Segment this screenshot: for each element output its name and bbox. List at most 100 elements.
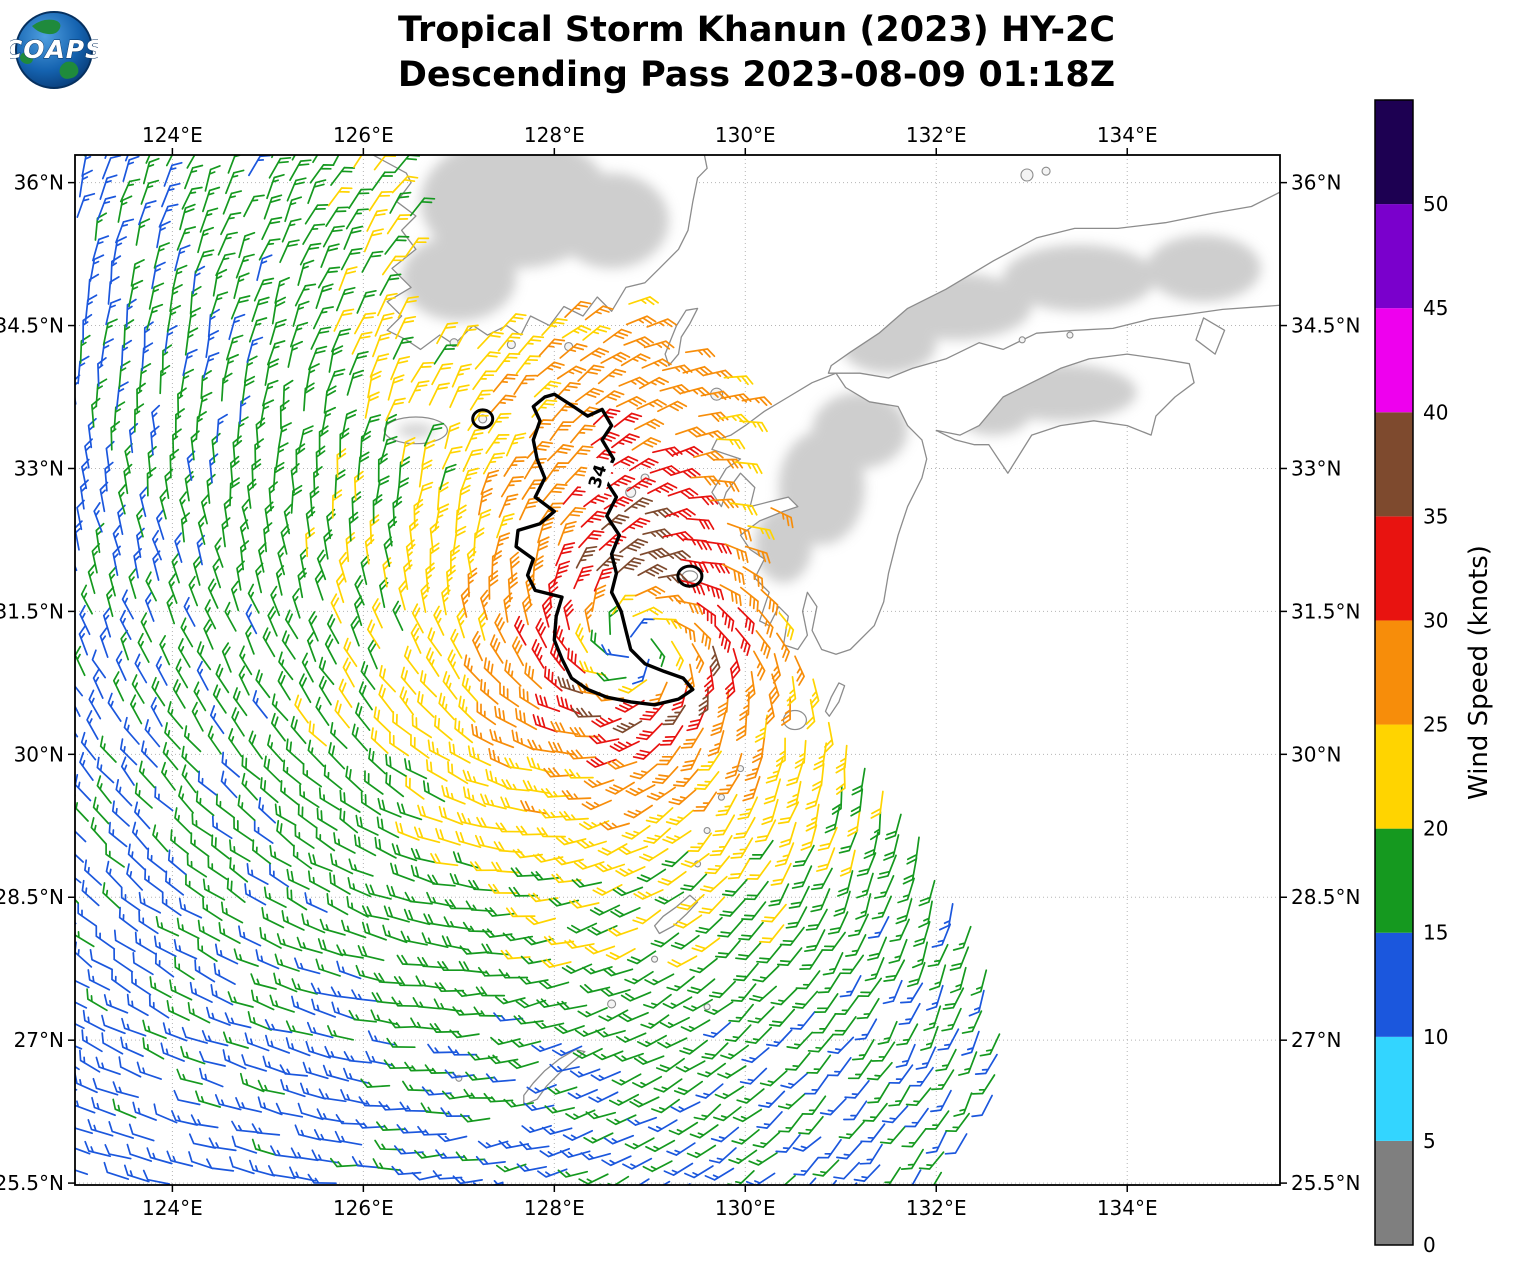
wind-barb [324,634,337,665]
wind-barb [371,171,396,191]
wind-barb [493,841,523,854]
wind-barb [888,1084,911,1107]
wind-barb [137,632,150,663]
wind-barb [698,581,725,601]
wind-barb [372,1158,401,1171]
wind-barb [748,1152,778,1166]
wind-barb [670,934,700,950]
wind-barb [615,396,647,408]
wind-barb [595,390,625,405]
wind-barb [326,368,346,394]
wind-barb [603,496,634,510]
wind-barb [134,653,148,684]
wind-barb [777,1093,806,1110]
coastline-layer [371,155,1280,1106]
wind-barb [826,1056,852,1077]
wind-barb [564,300,592,318]
wind-barb [417,804,443,823]
wind-barb [743,880,769,901]
wind-barb [92,796,110,825]
x-tick-label-bottom: 132°E [906,1196,967,1220]
wind-barb [305,506,316,537]
wind-barb [104,1144,132,1160]
wind-barb [251,1123,281,1136]
wind-barb [79,751,94,781]
wind-barb [220,212,242,236]
wind-barb [504,659,522,687]
colorbar-axis-label: Wind Speed (knots) [1464,545,1494,800]
wind-barb [90,817,107,845]
wind-barb [78,625,89,656]
wind-barb [438,805,464,826]
wind-barb [75,1169,89,1176]
wind-barb [221,751,240,778]
wind-barb [590,431,620,446]
wind-barb [598,1009,629,1022]
wind-barb [338,551,348,583]
wind-barb [229,839,251,863]
wind-barb [666,1142,696,1156]
wind-barb [269,318,287,345]
wind-barb [243,194,265,218]
wind-barb [567,445,594,464]
wind-barb [657,870,687,886]
wind-barb [662,704,686,726]
wind-barb [456,607,466,639]
wind-barb [276,820,295,847]
wind-barb [755,630,771,659]
wind-barb [150,696,163,727]
wind-barb [812,1159,840,1177]
wind-barb [334,1130,363,1146]
wind-barb [728,1003,754,1023]
wind-barb [123,1164,150,1183]
wind-barb [713,1106,742,1122]
wind-barb [694,771,720,790]
wind-barb [138,910,159,935]
wind-barb [835,765,846,795]
wind-barb [166,1000,190,1021]
wind-barb [819,1097,847,1116]
wind-barb [735,627,751,656]
wind-barb [667,487,699,499]
wind-barb [179,203,196,231]
wind-barb [399,686,415,716]
wind-barb [710,709,727,737]
wind-barb [325,206,349,227]
wind-barb [75,686,81,717]
wind-barb [244,1032,270,1052]
wind-barb [433,998,462,1012]
wind-barb [105,298,122,326]
wind-barb [548,741,576,756]
wind-barb [656,745,681,766]
wind-barb [856,872,874,899]
wind-barb [142,1169,171,1185]
wind-barb [128,279,144,308]
wind-barb [631,437,662,451]
wind-barb [449,873,477,890]
wind-barb [316,807,338,831]
wind-barb [472,370,497,391]
wind-barb [99,735,117,763]
wind-barb [931,1069,955,1091]
wind-barb [455,1151,486,1162]
wind-barb [572,1047,603,1059]
wind-barb [231,1135,258,1154]
wind-barb [721,563,745,585]
wind-barb [140,612,153,643]
wind-barb [632,909,662,925]
wind-barb [649,465,681,476]
wind-barb [327,1025,355,1041]
wind-barb [311,998,337,1018]
wind-barb [184,327,199,356]
wind-barb [172,679,186,709]
wind-barb [532,555,544,585]
wind-barb [395,821,420,841]
wind-barb [174,408,185,438]
wind-barb [557,520,577,546]
wind-barb [729,502,758,516]
wind-barb [788,885,810,909]
wind-barb [382,924,408,944]
wind-barb [958,1051,978,1076]
wind-barb [745,671,756,702]
